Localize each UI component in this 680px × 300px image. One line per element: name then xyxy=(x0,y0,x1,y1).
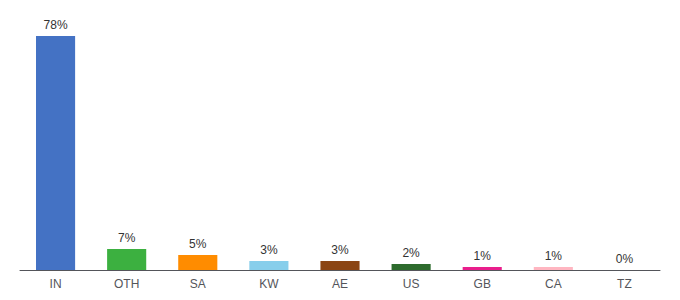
svg-text:SA: SA xyxy=(190,277,206,291)
svg-text:US: US xyxy=(403,277,420,291)
svg-text:TZ: TZ xyxy=(617,277,632,291)
svg-text:5%: 5% xyxy=(189,237,207,251)
svg-text:IN: IN xyxy=(50,277,62,291)
svg-text:1%: 1% xyxy=(474,249,492,263)
svg-text:OTH: OTH xyxy=(114,277,139,291)
svg-text:1%: 1% xyxy=(545,249,563,263)
svg-text:3%: 3% xyxy=(331,243,349,257)
svg-text:GB: GB xyxy=(474,277,491,291)
svg-text:7%: 7% xyxy=(118,231,136,245)
svg-text:2%: 2% xyxy=(402,246,420,260)
svg-text:78%: 78% xyxy=(44,18,68,32)
svg-text:KW: KW xyxy=(259,277,279,291)
svg-text:3%: 3% xyxy=(260,243,278,257)
svg-text:AE: AE xyxy=(332,277,348,291)
svg-text:CA: CA xyxy=(545,277,562,291)
svg-text:0%: 0% xyxy=(616,252,634,266)
